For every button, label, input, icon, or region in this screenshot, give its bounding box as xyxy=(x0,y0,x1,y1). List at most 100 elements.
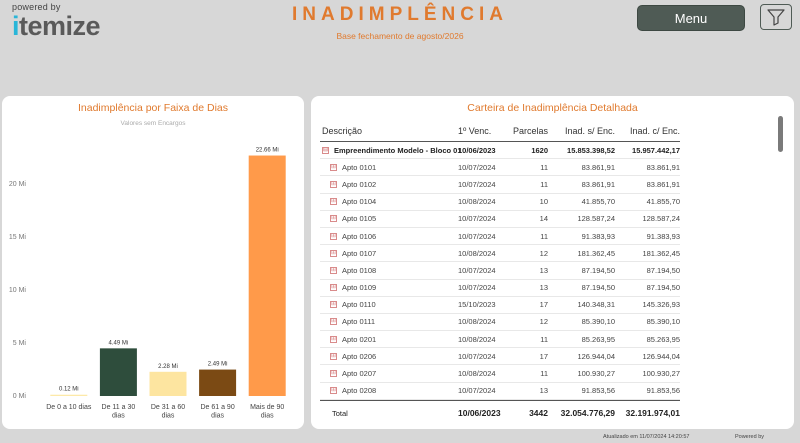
expand-icon[interactable]: ⊞ xyxy=(330,163,337,171)
row-parcelas: 11 xyxy=(540,231,548,241)
bar xyxy=(149,371,187,396)
row-parcelas: 12 xyxy=(539,317,548,327)
data-label: 0.12 Mi xyxy=(59,387,79,393)
table-row[interactable]: ⊞ Apto 0107 10/08/2024 12 181.362,45 181.362,… xyxy=(320,245,680,263)
row-com-enc: 41.855,70 xyxy=(646,197,680,207)
row-desc: Apto 0106 xyxy=(342,231,377,241)
chart-panel: Inadimplência por Faixa de Dias Valores … xyxy=(2,96,304,429)
brand-name: itemize xyxy=(12,12,122,40)
row-com-enc: 85.263,95 xyxy=(646,334,680,344)
table-title: Carteira de Inadimplência Detalhada xyxy=(467,102,638,114)
expand-icon[interactable]: ⊞ xyxy=(330,370,337,378)
row-parcelas: 11 xyxy=(540,179,548,189)
row-venc: 10/08/2024 xyxy=(458,248,496,258)
table-row[interactable]: ⊞ Apto 0109 10/07/2024 13 87.194,50 87.194,50 xyxy=(320,280,680,297)
col-sem-enc[interactable]: Inad. s/ Enc. xyxy=(564,125,615,136)
row-com-enc: 126.944,04 xyxy=(642,351,680,361)
row-desc: Apto 0102 xyxy=(342,179,377,189)
y-tick-label: 0 Mi xyxy=(13,393,27,400)
expand-icon[interactable]: ⊞ xyxy=(330,180,337,188)
row-com-enc: 181.362,45 xyxy=(642,248,680,258)
col-descricao[interactable]: Descrição xyxy=(322,125,363,136)
row-com-enc: 128.587,24 xyxy=(642,214,680,224)
expand-icon[interactable]: ⊞ xyxy=(330,249,337,257)
bar xyxy=(99,348,137,396)
row-desc: Apto 0206 xyxy=(342,351,377,361)
row-sem-enc: 41.855,70 xyxy=(581,197,615,207)
row-venc: 10/08/2024 xyxy=(458,197,496,207)
row-sem-enc: 126.944,04 xyxy=(577,351,615,361)
expand-icon[interactable]: ⊞ xyxy=(330,198,337,206)
row-sem-enc: 91.853,56 xyxy=(581,386,615,396)
row-desc: Apto 0105 xyxy=(342,214,377,224)
table-row[interactable]: ⊞ Apto 0208 10/07/2024 13 91.853,56 91.853,56 xyxy=(320,383,680,400)
row-sem-enc: 87.194,50 xyxy=(581,283,615,293)
row-com-enc: 145.326,93 xyxy=(642,300,680,310)
row-sem-enc: 128.587,24 xyxy=(577,214,615,224)
row-parcelas: 11 xyxy=(540,369,548,379)
table-row[interactable]: ⊞ Apto 0106 10/07/2024 11 91.383,93 91.383,93 xyxy=(320,228,680,246)
x-tick-label: dias xyxy=(211,413,224,420)
col-parcelas[interactable]: Parcelas xyxy=(512,125,548,136)
expand-icon[interactable]: ⊞ xyxy=(330,301,337,309)
chart-title: Inadimplência por Faixa de Dias xyxy=(78,102,228,114)
expand-icon[interactable]: ⊞ xyxy=(330,215,337,223)
table-row[interactable]: ⊞ Apto 0206 10/07/2024 17 126.944,04 126.944,… xyxy=(320,348,680,366)
table-row[interactable]: ⊞ Apto 0111 10/08/2024 12 85.390,10 85.390,10 xyxy=(320,314,680,332)
expand-icon[interactable]: ⊞ xyxy=(330,335,337,343)
col-venc[interactable]: 1º Venc. xyxy=(458,125,492,136)
row-desc: Apto 0111 xyxy=(342,317,376,327)
expand-icon[interactable]: ⊞ xyxy=(330,352,337,360)
row-desc: Apto 0104 xyxy=(342,197,377,207)
table-row[interactable]: ⊞ Apto 0108 10/07/2024 13 87.194,50 87.194,50 xyxy=(320,262,680,280)
row-sem-enc: 83.861,91 xyxy=(581,162,615,172)
expand-icon[interactable]: ⊞ xyxy=(330,284,337,292)
col-com-enc[interactable]: Inad. c/ Enc. xyxy=(629,125,680,136)
expand-icon[interactable]: ⊞ xyxy=(330,232,337,240)
expand-icon[interactable]: ⊞ xyxy=(330,318,337,326)
table-row[interactable]: ⊞ Apto 0101 10/07/2024 11 83.861,91 83.861,91 xyxy=(320,159,680,177)
group-row: ⊟ Empreendimento Modelo - Bloco 01 10/06/… xyxy=(320,142,680,160)
table-row[interactable]: ⊞ Apto 0105 10/07/2024 14 128.587,24 128.587,… xyxy=(320,211,680,228)
total-label: Total xyxy=(332,408,348,418)
menu-button[interactable]: Menu xyxy=(637,5,745,31)
row-sem-enc: 85.263,95 xyxy=(581,334,615,344)
table-row[interactable]: ⊞ Apto 0102 10/07/2024 11 83.861,91 83.861,91 xyxy=(320,176,680,194)
row-desc: Apto 0107 xyxy=(342,248,377,258)
expand-icon[interactable]: ⊞ xyxy=(330,266,337,274)
row-com-enc: 91.853,56 xyxy=(646,386,680,396)
powered-by-label: powered by xyxy=(12,2,61,12)
x-tick-label: Mais de 90 xyxy=(250,404,284,411)
total-parcelas: 3442 xyxy=(529,408,548,419)
brand-letter-i: i xyxy=(12,11,20,41)
table-scrollbar[interactable] xyxy=(778,116,783,152)
row-parcelas: 13 xyxy=(539,283,548,293)
detail-table: Descrição 1º Venc. Parcelas Inad. s/ Enc… xyxy=(320,120,680,426)
total-sem-enc: 32.054.776,29 xyxy=(560,408,615,419)
bar xyxy=(50,394,88,396)
row-parcelas: 11 xyxy=(540,334,548,344)
table-row[interactable]: ⊞ Apto 0110 15/10/2023 17 140.348,31 145.326,… xyxy=(320,297,680,314)
row-venc: 10/07/2024 xyxy=(458,265,496,275)
row-com-enc: 83.861,91 xyxy=(646,179,680,189)
table-body: ⊞ Apto 0101 10/07/2024 11 83.861,91 83.861,91… xyxy=(320,159,680,400)
collapse-icon[interactable]: ⊟ xyxy=(322,146,329,154)
page-subtitle: Base fechamento de agosto/2026 xyxy=(336,31,464,41)
row-venc: 10/07/2024 xyxy=(458,179,496,189)
updated-timestamp: Atualizado em 11/07/2024 14:20:57 xyxy=(603,434,690,440)
row-venc: 10/07/2024 xyxy=(458,162,496,172)
expand-icon[interactable]: ⊞ xyxy=(330,387,337,395)
row-parcelas: 11 xyxy=(540,162,548,172)
table-row[interactable]: ⊞ Apto 0104 10/08/2024 10 41.855,70 41.855,70 xyxy=(320,194,680,211)
table-row[interactable]: ⊞ Apto 0207 10/08/2024 11 100.930,27 100.930,… xyxy=(320,365,680,383)
row-venc: 10/08/2024 xyxy=(458,334,496,344)
filter-button[interactable] xyxy=(760,4,792,30)
row-parcelas: 14 xyxy=(539,214,548,224)
row-parcelas: 10 xyxy=(539,197,548,207)
row-com-enc: 87.194,50 xyxy=(646,283,680,293)
x-tick-label: De 31 a 60 xyxy=(151,404,185,411)
row-venc: 10/07/2024 xyxy=(458,231,496,241)
row-sem-enc: 100.930,27 xyxy=(577,369,615,379)
row-sem-enc: 181.362,45 xyxy=(577,248,615,258)
table-row[interactable]: ⊞ Apto 0201 10/08/2024 11 85.263,95 85.263,95 xyxy=(320,331,680,349)
